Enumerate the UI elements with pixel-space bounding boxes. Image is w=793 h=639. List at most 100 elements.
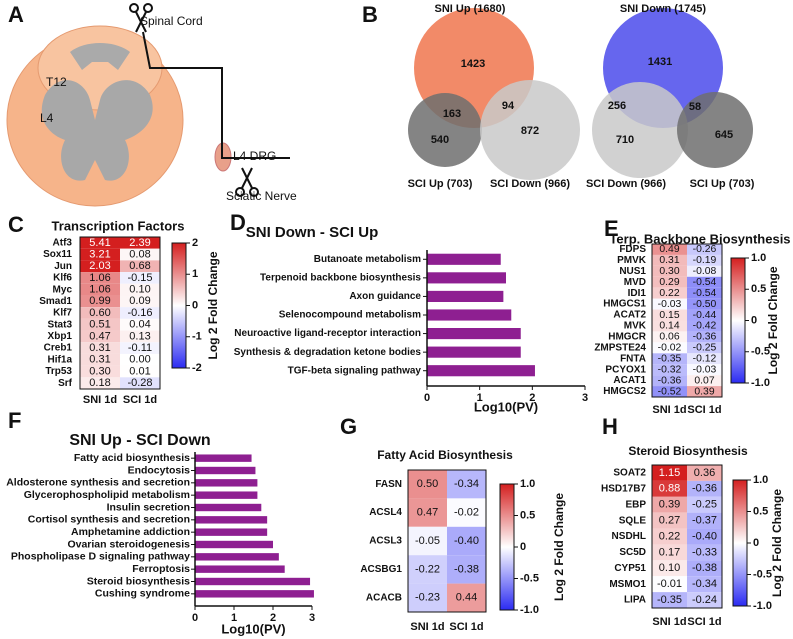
y-tick-label: Cushing syndrome [95, 588, 190, 600]
cell-value: 1.15 [659, 467, 680, 479]
cell-value: -0.22 [415, 563, 440, 575]
x-tick-label: 3 [309, 612, 315, 624]
panel-letter: H [602, 414, 618, 439]
colorbar-tick-label: 1.0 [753, 474, 768, 486]
heat-cell [80, 318, 120, 331]
cell-value: 0.06 [659, 332, 679, 343]
row-label: Stat3 [48, 319, 73, 330]
colorbar-label: Log 2 Fold Change [552, 493, 566, 601]
cell-value: -0.16 [127, 307, 152, 319]
heat-cell [687, 265, 722, 277]
cell-value: -0.37 [692, 515, 717, 527]
heat-cell [80, 272, 120, 284]
colorbar-tick-label: -1 [192, 331, 202, 343]
heat-cell [687, 342, 722, 354]
row-label: Klf7 [53, 308, 72, 319]
row-label: EBP [625, 499, 646, 510]
x-tick-label: 3 [582, 392, 588, 404]
cell-value: -0.54 [693, 277, 717, 288]
cell-value: -0.02 [454, 507, 479, 519]
row-label: HMGCS1 [603, 299, 646, 310]
heat-cell [652, 375, 687, 387]
cell-value: -0.44 [693, 310, 717, 321]
chart-title: SNI Up - SCI Down [69, 432, 210, 449]
row-label: SQLE [619, 515, 647, 526]
heat-cell [652, 342, 687, 354]
heat-cell [687, 375, 722, 387]
diagram-label: Sciatic Nerve [226, 189, 297, 203]
colorbar [732, 479, 748, 607]
heat-cell [447, 583, 486, 612]
panel-letter: F [8, 408, 21, 433]
heat-cell [80, 377, 120, 389]
y-tick-label: Axon guidance [349, 291, 421, 302]
colorbar-tick-label: 2 [192, 237, 198, 249]
colorbar [499, 483, 515, 611]
colorbar-tick-label: 0.5 [520, 509, 535, 521]
x-tick-label: 0 [192, 612, 198, 624]
cell-value: 0.18 [89, 377, 110, 389]
cell-value: -0.15 [127, 272, 152, 284]
row-label: Trp53 [45, 366, 72, 377]
y-tick-label: TGF-beta signaling pathway [288, 365, 422, 376]
y-tick-label: Synthesis & degradation ketone bodies [234, 347, 422, 358]
heat-cell [687, 496, 722, 513]
heat-cell [652, 309, 687, 321]
colorbar-tick-label: 0 [751, 314, 757, 326]
row-label: PMVK [617, 255, 647, 266]
colorbar-tick-label: -0.5 [751, 346, 770, 358]
cell-value: -0.34 [454, 478, 479, 490]
y-tick-label: Insulin secretion [107, 501, 190, 513]
heat-cell [652, 254, 687, 266]
panel-letter: D [230, 210, 246, 235]
row-label: FNTA [620, 353, 646, 364]
bar [195, 565, 285, 573]
heat-cell [80, 248, 120, 261]
cell-value: -0.03 [658, 299, 682, 310]
cell-value: -0.32 [658, 364, 682, 375]
cell-value: 0.68 [129, 260, 150, 272]
venn-circle [480, 80, 580, 180]
cell-value: 0.09 [129, 295, 150, 307]
heat-cell [120, 295, 160, 308]
column-label: SCI 1d [449, 621, 483, 633]
cell-value: 0.27 [659, 515, 680, 527]
row-label: Atf3 [53, 237, 73, 248]
chart-title: SNI Down - SCI Up [246, 224, 379, 241]
cell-value: 0.51 [89, 319, 110, 331]
row-label: FASN [375, 479, 402, 490]
panel-letter: E [604, 216, 619, 241]
x-tick-label: 2 [529, 392, 535, 404]
row-label: HMGCS2 [603, 386, 646, 397]
cell-value: 3.21 [89, 248, 110, 260]
heat-cell [687, 528, 722, 545]
heat-cell [687, 364, 722, 376]
colorbar-tick-label: -1.0 [520, 604, 539, 616]
heat-cell [80, 330, 120, 343]
scissors-icon [129, 3, 153, 33]
colorbar-tick-label: 0.5 [753, 505, 768, 517]
cell-value: -0.23 [415, 592, 440, 604]
venn-count: 645 [715, 129, 733, 141]
venn-count: 540 [431, 134, 449, 146]
bar [195, 503, 262, 512]
cell-value: -0.03 [693, 364, 717, 375]
row-label: ACSL3 [369, 536, 402, 547]
heat-cell [687, 276, 722, 288]
x-tick-label: 0 [424, 392, 430, 404]
heat-cell [120, 260, 160, 273]
nerve-line [142, 31, 290, 159]
y-tick-label: Aldosterone synthesis and secretion [6, 477, 190, 489]
heat-cell [447, 498, 486, 527]
heatmap-frame [651, 464, 723, 609]
colorbar-tick-label: 0 [192, 299, 198, 311]
cell-value: 0.04 [129, 319, 150, 331]
colorbar-tick-label: 1.0 [751, 252, 766, 264]
y-tick-label: Phospholipase D signaling pathway [11, 551, 190, 563]
heat-cell [652, 576, 687, 593]
bar [427, 253, 501, 265]
bar [427, 309, 512, 321]
colorbar-tick-label: -1.0 [753, 600, 772, 612]
venn-set-label: SCI Down (966) [490, 178, 570, 190]
